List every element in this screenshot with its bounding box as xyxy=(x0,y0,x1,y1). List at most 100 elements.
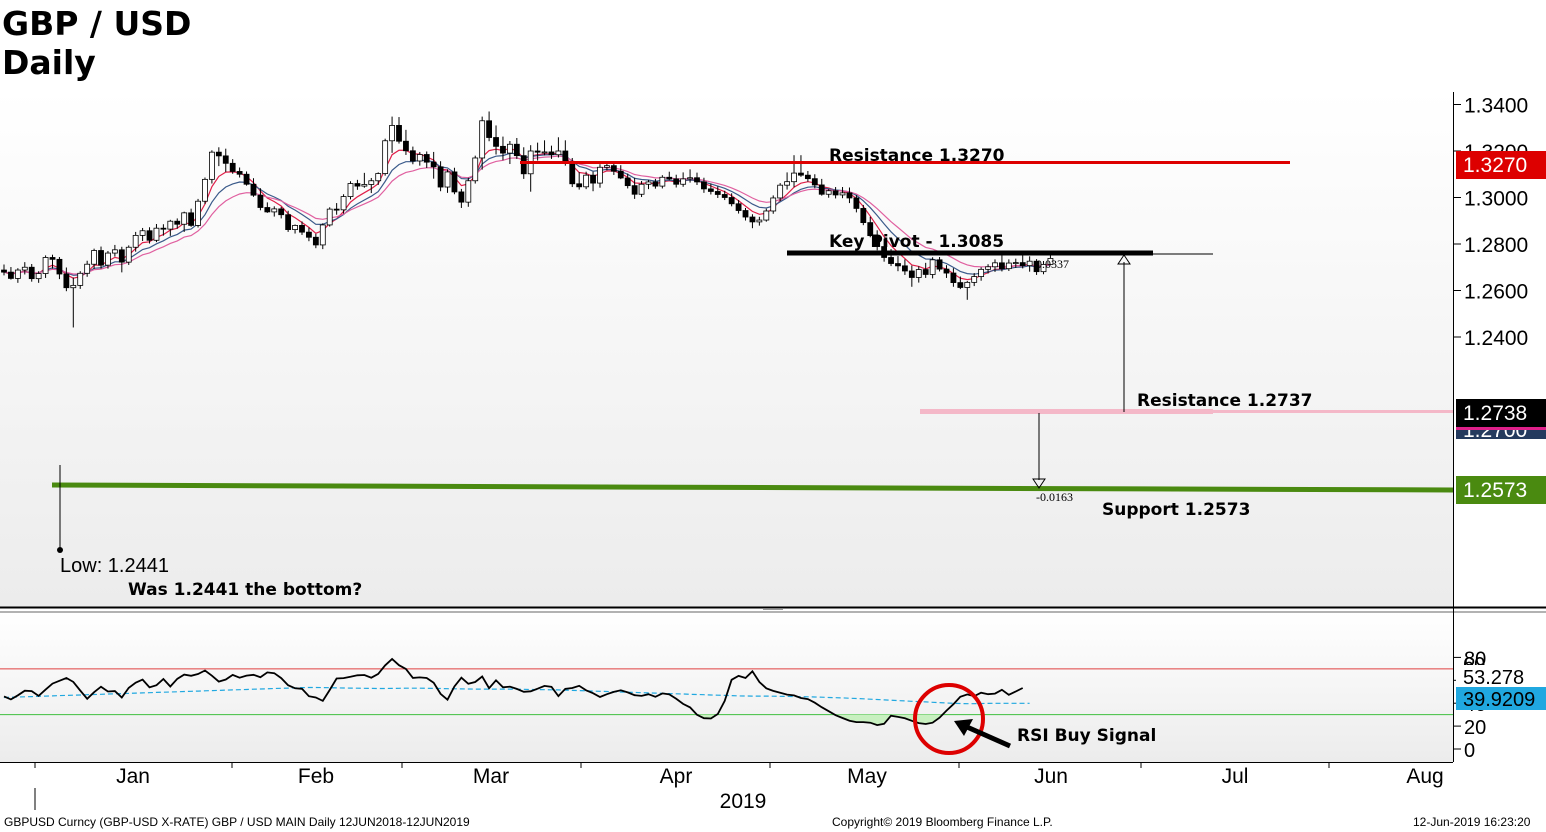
ma-slow-line xyxy=(3,155,1051,275)
candle xyxy=(430,151,437,179)
rsi-annotation: RSI Buy Signal xyxy=(913,683,1156,755)
candle xyxy=(111,244,118,257)
candle-body-down xyxy=(174,220,181,225)
candle xyxy=(513,137,520,159)
candle-body-up xyxy=(195,200,201,226)
candle xyxy=(631,177,638,199)
candle-body-down xyxy=(118,249,125,263)
badge-rsi xyxy=(1456,665,1546,687)
rsi-panel-background xyxy=(0,612,1453,762)
candle xyxy=(666,171,673,181)
rsi-tick-label: 0 xyxy=(1464,740,1475,762)
candle xyxy=(292,224,298,234)
candle-body-down xyxy=(895,263,901,267)
candle-body-down xyxy=(493,137,499,147)
candle xyxy=(77,271,84,289)
month-label: Aug xyxy=(1406,765,1443,788)
candle-body-up xyxy=(992,262,998,268)
candle-body-down xyxy=(430,161,437,168)
candle-body-down xyxy=(576,183,583,188)
candle-body-up xyxy=(777,184,784,199)
candle-body-down xyxy=(63,273,70,289)
candle xyxy=(333,203,340,215)
candle xyxy=(264,202,271,213)
candle-body-down xyxy=(590,174,596,184)
candle-body-up xyxy=(361,184,368,187)
candle xyxy=(42,255,49,278)
candle-body-down xyxy=(28,266,35,280)
support-line[interactable] xyxy=(51,482,1454,493)
candle-body-up xyxy=(687,177,693,180)
candle xyxy=(971,273,978,287)
candle-body-down xyxy=(617,170,624,179)
candle xyxy=(181,211,188,232)
candle-body-down xyxy=(1,269,7,273)
candle xyxy=(500,136,506,161)
candle xyxy=(804,170,811,182)
candle xyxy=(735,200,742,214)
candle xyxy=(437,161,444,192)
candle-body-down xyxy=(458,191,465,203)
candle xyxy=(895,256,901,272)
candle-body-down xyxy=(714,191,721,195)
candle xyxy=(389,116,395,153)
candle-body-up xyxy=(929,259,936,275)
candle-body-up xyxy=(1026,260,1033,267)
candle-body-up xyxy=(541,151,548,154)
price-tick-label: 1.2800 xyxy=(1464,234,1528,257)
candle-body-up xyxy=(915,269,922,278)
ma-mid-line xyxy=(3,152,1051,276)
candle xyxy=(396,117,402,144)
price-tick-label: 1.2600 xyxy=(1464,281,1528,304)
candle xyxy=(458,188,465,208)
candle xyxy=(451,167,458,195)
candle-body-up xyxy=(444,171,451,188)
candle-body-down xyxy=(832,190,839,196)
candle-body-down xyxy=(264,207,271,213)
candle-body-down xyxy=(721,194,728,198)
candle xyxy=(118,246,125,273)
candle-body-down xyxy=(409,150,416,162)
price-tick-label: 1.2400 xyxy=(1464,327,1528,350)
candle-body-down xyxy=(867,222,874,237)
candle-body-up xyxy=(326,208,333,226)
candle xyxy=(728,193,735,207)
resistance-high-label: Resistance 1.3270 xyxy=(829,146,1005,166)
candle-body-down xyxy=(631,185,638,195)
candle xyxy=(929,257,936,279)
candle-body-down xyxy=(403,140,409,152)
candle xyxy=(1026,256,1033,272)
candle-body-up xyxy=(208,151,215,180)
candle-body-down xyxy=(957,282,964,288)
candle-body-down xyxy=(548,151,555,156)
candle-body-down xyxy=(922,269,929,275)
candle xyxy=(846,187,853,204)
candle xyxy=(874,230,881,251)
candle xyxy=(84,260,91,277)
candle xyxy=(132,231,139,252)
candle xyxy=(340,194,347,214)
badge-resistance-low xyxy=(1456,399,1546,427)
candle-body-up xyxy=(340,196,347,211)
badge-resistance-high-text: 1.3270 xyxy=(1463,154,1527,177)
candle-body-down xyxy=(707,188,714,192)
candle-body-down xyxy=(278,208,285,216)
candle-body-up xyxy=(382,140,389,174)
badge-resistance-high xyxy=(1456,151,1546,179)
candle xyxy=(756,216,763,226)
candle-body-up xyxy=(839,192,846,196)
candle xyxy=(423,151,430,168)
candle xyxy=(63,267,70,292)
candle xyxy=(638,180,645,198)
candle-body-down xyxy=(742,210,749,218)
candle xyxy=(950,268,957,287)
candle-body-up xyxy=(770,197,777,212)
year-label: 2019 xyxy=(720,790,767,813)
candle-body-down xyxy=(188,212,195,226)
candle-body-down xyxy=(888,257,894,264)
candle xyxy=(98,246,104,269)
candle-body-down xyxy=(701,181,707,190)
candle-body-down xyxy=(299,224,305,233)
candle xyxy=(992,259,998,272)
